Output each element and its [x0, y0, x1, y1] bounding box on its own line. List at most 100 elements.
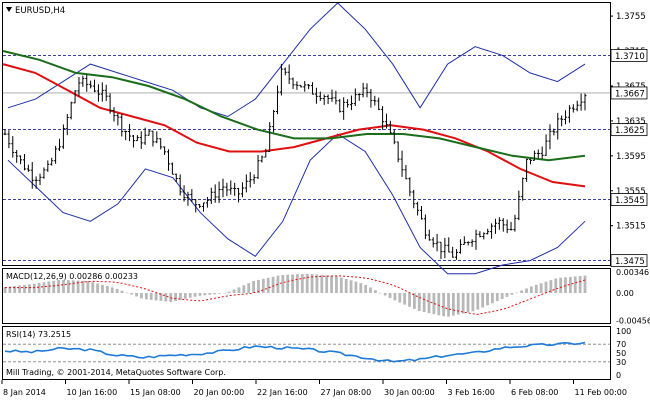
macd-bar [305, 273, 309, 293]
macd-bar [427, 293, 431, 314]
macd-bar [564, 277, 567, 293]
macd-bar [120, 290, 124, 293]
macd-bar [174, 293, 177, 301]
macd-bar [442, 293, 446, 317]
macd-bar [232, 289, 236, 293]
macd-bar [227, 291, 231, 293]
macd-bar [500, 293, 504, 299]
macd-bar [378, 292, 382, 294]
macd-bar [461, 293, 465, 314]
price-tick-label: 1.3635 [616, 117, 646, 127]
macd-bar [66, 280, 70, 293]
level-label-text: 1.3710 [615, 52, 645, 62]
macd-bar [218, 293, 221, 294]
macd-bar [140, 293, 143, 299]
macd-bar [505, 293, 509, 297]
price-bars [3, 63, 587, 260]
level-label-text: 1.3667 [615, 89, 645, 99]
macd-bar [286, 274, 290, 293]
macd-bar [105, 286, 109, 293]
bollinger-lower [7, 133, 586, 275]
time-tick-label: 20 Jan 00:00 [194, 388, 245, 397]
rsi-label: RSI(14) 73.2515 [6, 330, 71, 339]
price-panel[interactable] [2, 2, 611, 266]
macd-bar [320, 274, 324, 293]
macd-bar [135, 293, 138, 297]
macd-bar [57, 280, 61, 293]
level-label-box [610, 254, 648, 268]
macd-bar [183, 293, 187, 299]
macd-bar [115, 288, 119, 293]
macd-bar [149, 293, 153, 300]
macd-bar [237, 287, 241, 293]
macd-label: MACD(12,26,9) 0.00286 0.00233 [6, 272, 138, 281]
macd-bar [388, 293, 392, 299]
window-title: EURUSD,H4 [15, 6, 65, 16]
time-tick-label: 30 Jan 00:00 [384, 388, 435, 397]
level-label-box [610, 193, 648, 206]
macd-bar [481, 293, 485, 308]
macd-bar [471, 293, 475, 312]
level-label-text: 1.3545 [615, 196, 645, 206]
macd-bar [179, 293, 182, 300]
macd-bar [393, 293, 397, 301]
time-axis: 8 Jan 2014 10 Jan 16:00 15 Jan 08:00 20 Jan… [1, 380, 627, 397]
macd-bar [32, 283, 36, 293]
macd-signal-path [5, 275, 586, 316]
macd-bar [257, 279, 260, 293]
macd-bar [159, 293, 163, 301]
macd-bar [281, 274, 285, 293]
macd-bar [383, 293, 387, 296]
macd-bar [549, 280, 553, 293]
macd-bar [573, 276, 577, 293]
macd-bar [413, 293, 416, 309]
macd-bar [13, 285, 17, 293]
macd-bar [422, 293, 426, 313]
time-tick-label: 10 Jan 16:00 [67, 388, 118, 397]
macd-bar [539, 283, 543, 293]
macd-bar [3, 287, 7, 293]
time-tick-label: 8 Jan 2014 [3, 388, 46, 397]
time-tick-label: 15 Jan 08:00 [130, 388, 181, 397]
macd-bar [486, 293, 489, 306]
level-label-2: 1.3545 [610, 193, 648, 206]
macd-bar [510, 293, 514, 295]
macd-bar [271, 276, 275, 293]
macd-bar [525, 288, 528, 293]
level-label-text: 1.3625 [615, 126, 645, 136]
macd-bar [296, 274, 299, 293]
macd-bar [247, 283, 251, 293]
macd-bar [364, 284, 368, 293]
macd-bar [188, 293, 192, 298]
macd-bar [515, 292, 519, 294]
macd-bar [578, 276, 582, 293]
macd-bar [266, 277, 270, 293]
macd-bar [554, 278, 558, 293]
level-label-box [610, 86, 648, 100]
macd-bar [534, 284, 538, 293]
rsi-tick-label: 30 [616, 358, 626, 367]
macd-bar [193, 293, 197, 297]
macd-bar [495, 293, 499, 302]
rsi-line [4, 341, 586, 363]
level-label-0: 1.3710 [610, 49, 648, 62]
moving-averages [2, 50, 586, 188]
macd-bar [8, 286, 12, 293]
ma-red-line [2, 63, 586, 188]
macd-bar [42, 282, 46, 293]
rsi-tick-label: 100 [616, 327, 631, 336]
macd-bar [291, 274, 294, 293]
macd-bar [261, 278, 265, 293]
macd-bar [408, 293, 411, 307]
macd-bar [447, 293, 450, 317]
macd-bar [110, 287, 114, 293]
price-tick-label: 1.3595 [616, 152, 646, 162]
macd-bar [354, 281, 358, 293]
macd-bar [544, 281, 548, 293]
macd-bar [252, 281, 255, 293]
copyright-text: Mill Trading, © 2001-2014, MetaQuotes So… [6, 368, 226, 377]
macd-bar [403, 293, 407, 305]
bollinger-upper [7, 2, 586, 118]
